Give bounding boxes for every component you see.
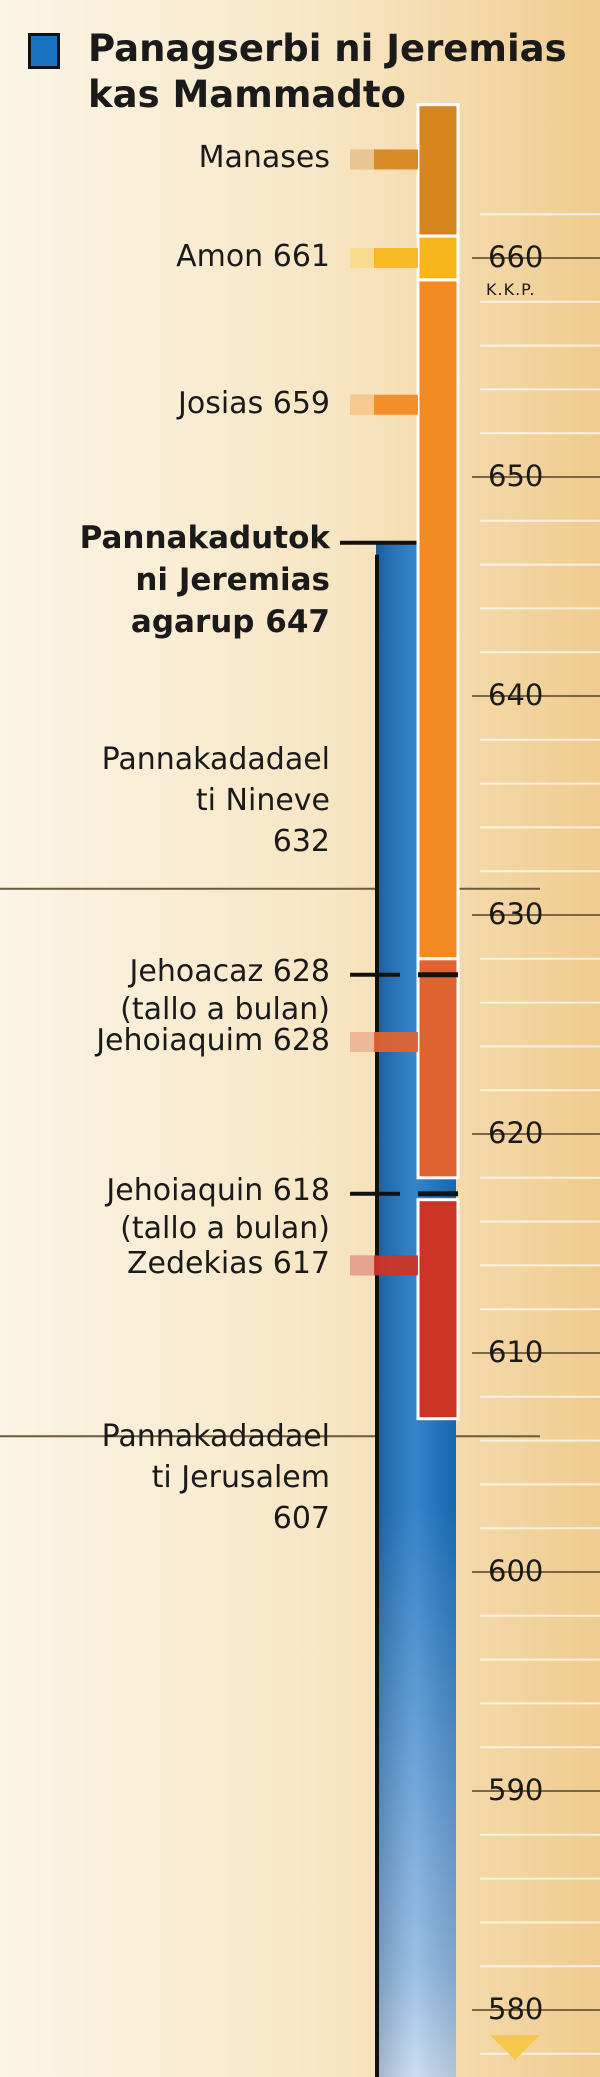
tick-label: 660 — [488, 240, 544, 274]
jeremias-call-label: Pannakadutok — [79, 520, 330, 556]
jerusalem-event-label: Pannakadadael — [101, 1419, 330, 1454]
king-arm-fade — [350, 149, 374, 170]
jerusalem-event-label-3: 607 — [272, 1501, 330, 1536]
short-reign-label: Jehoacaz 628 — [129, 953, 330, 989]
tick-label: 590 — [488, 1773, 544, 1807]
nineve-event-label-3: 632 — [272, 824, 330, 859]
king-bar-manases — [416, 103, 460, 238]
king-arm-fade — [350, 1255, 374, 1276]
jeremias-call-label-2: ni Jeremias — [135, 562, 330, 598]
tick-label: 650 — [488, 459, 544, 493]
tick-label: 630 — [488, 897, 544, 931]
king-label: Zedekias 617 — [126, 1246, 330, 1282]
king-label: Jehoiaquim 628 — [96, 1023, 330, 1059]
jerusalem-event-label-2: ti Jerusalem — [151, 1460, 330, 1495]
tick-label: 610 — [488, 1335, 544, 1369]
short-reign-label: Jehoiaquin 618 — [106, 1172, 330, 1208]
king-label: Amon 661 — [176, 239, 330, 274]
king-bar-zedekias — [416, 1198, 460, 1421]
era-unit-label: K.K.P. — [486, 280, 536, 299]
king-arm-fade — [350, 1032, 374, 1053]
nineve-event-label: Pannakadadael — [101, 742, 330, 777]
king-label: Manases — [198, 140, 330, 176]
short-reign-note: (tallo a bulan) — [120, 991, 330, 1027]
timeline-continue-arrow — [490, 2035, 540, 2060]
king-bar-josias — [416, 278, 460, 961]
king-arm-fade — [350, 248, 374, 268]
king-label: Josias 659 — [178, 385, 330, 421]
tick-label: 640 — [488, 678, 544, 712]
king-bar-amon — [416, 234, 460, 282]
king-arm-fade — [350, 394, 374, 415]
jeremias-call-label-3: agarup 647 — [130, 604, 330, 640]
legend-label: Panagserbi ni Jeremias kas Mammadto — [88, 27, 567, 116]
legend-swatch — [28, 33, 60, 69]
tick-label: 580 — [488, 1992, 544, 2026]
short-reign-note: (tallo a bulan) — [120, 1210, 330, 1246]
king-bar-jehoiaquim — [416, 957, 460, 1180]
tick-label: 620 — [488, 1116, 544, 1150]
tick-label: 600 — [488, 1554, 544, 1588]
nineve-event-label-2: ti Nineve — [195, 783, 330, 818]
